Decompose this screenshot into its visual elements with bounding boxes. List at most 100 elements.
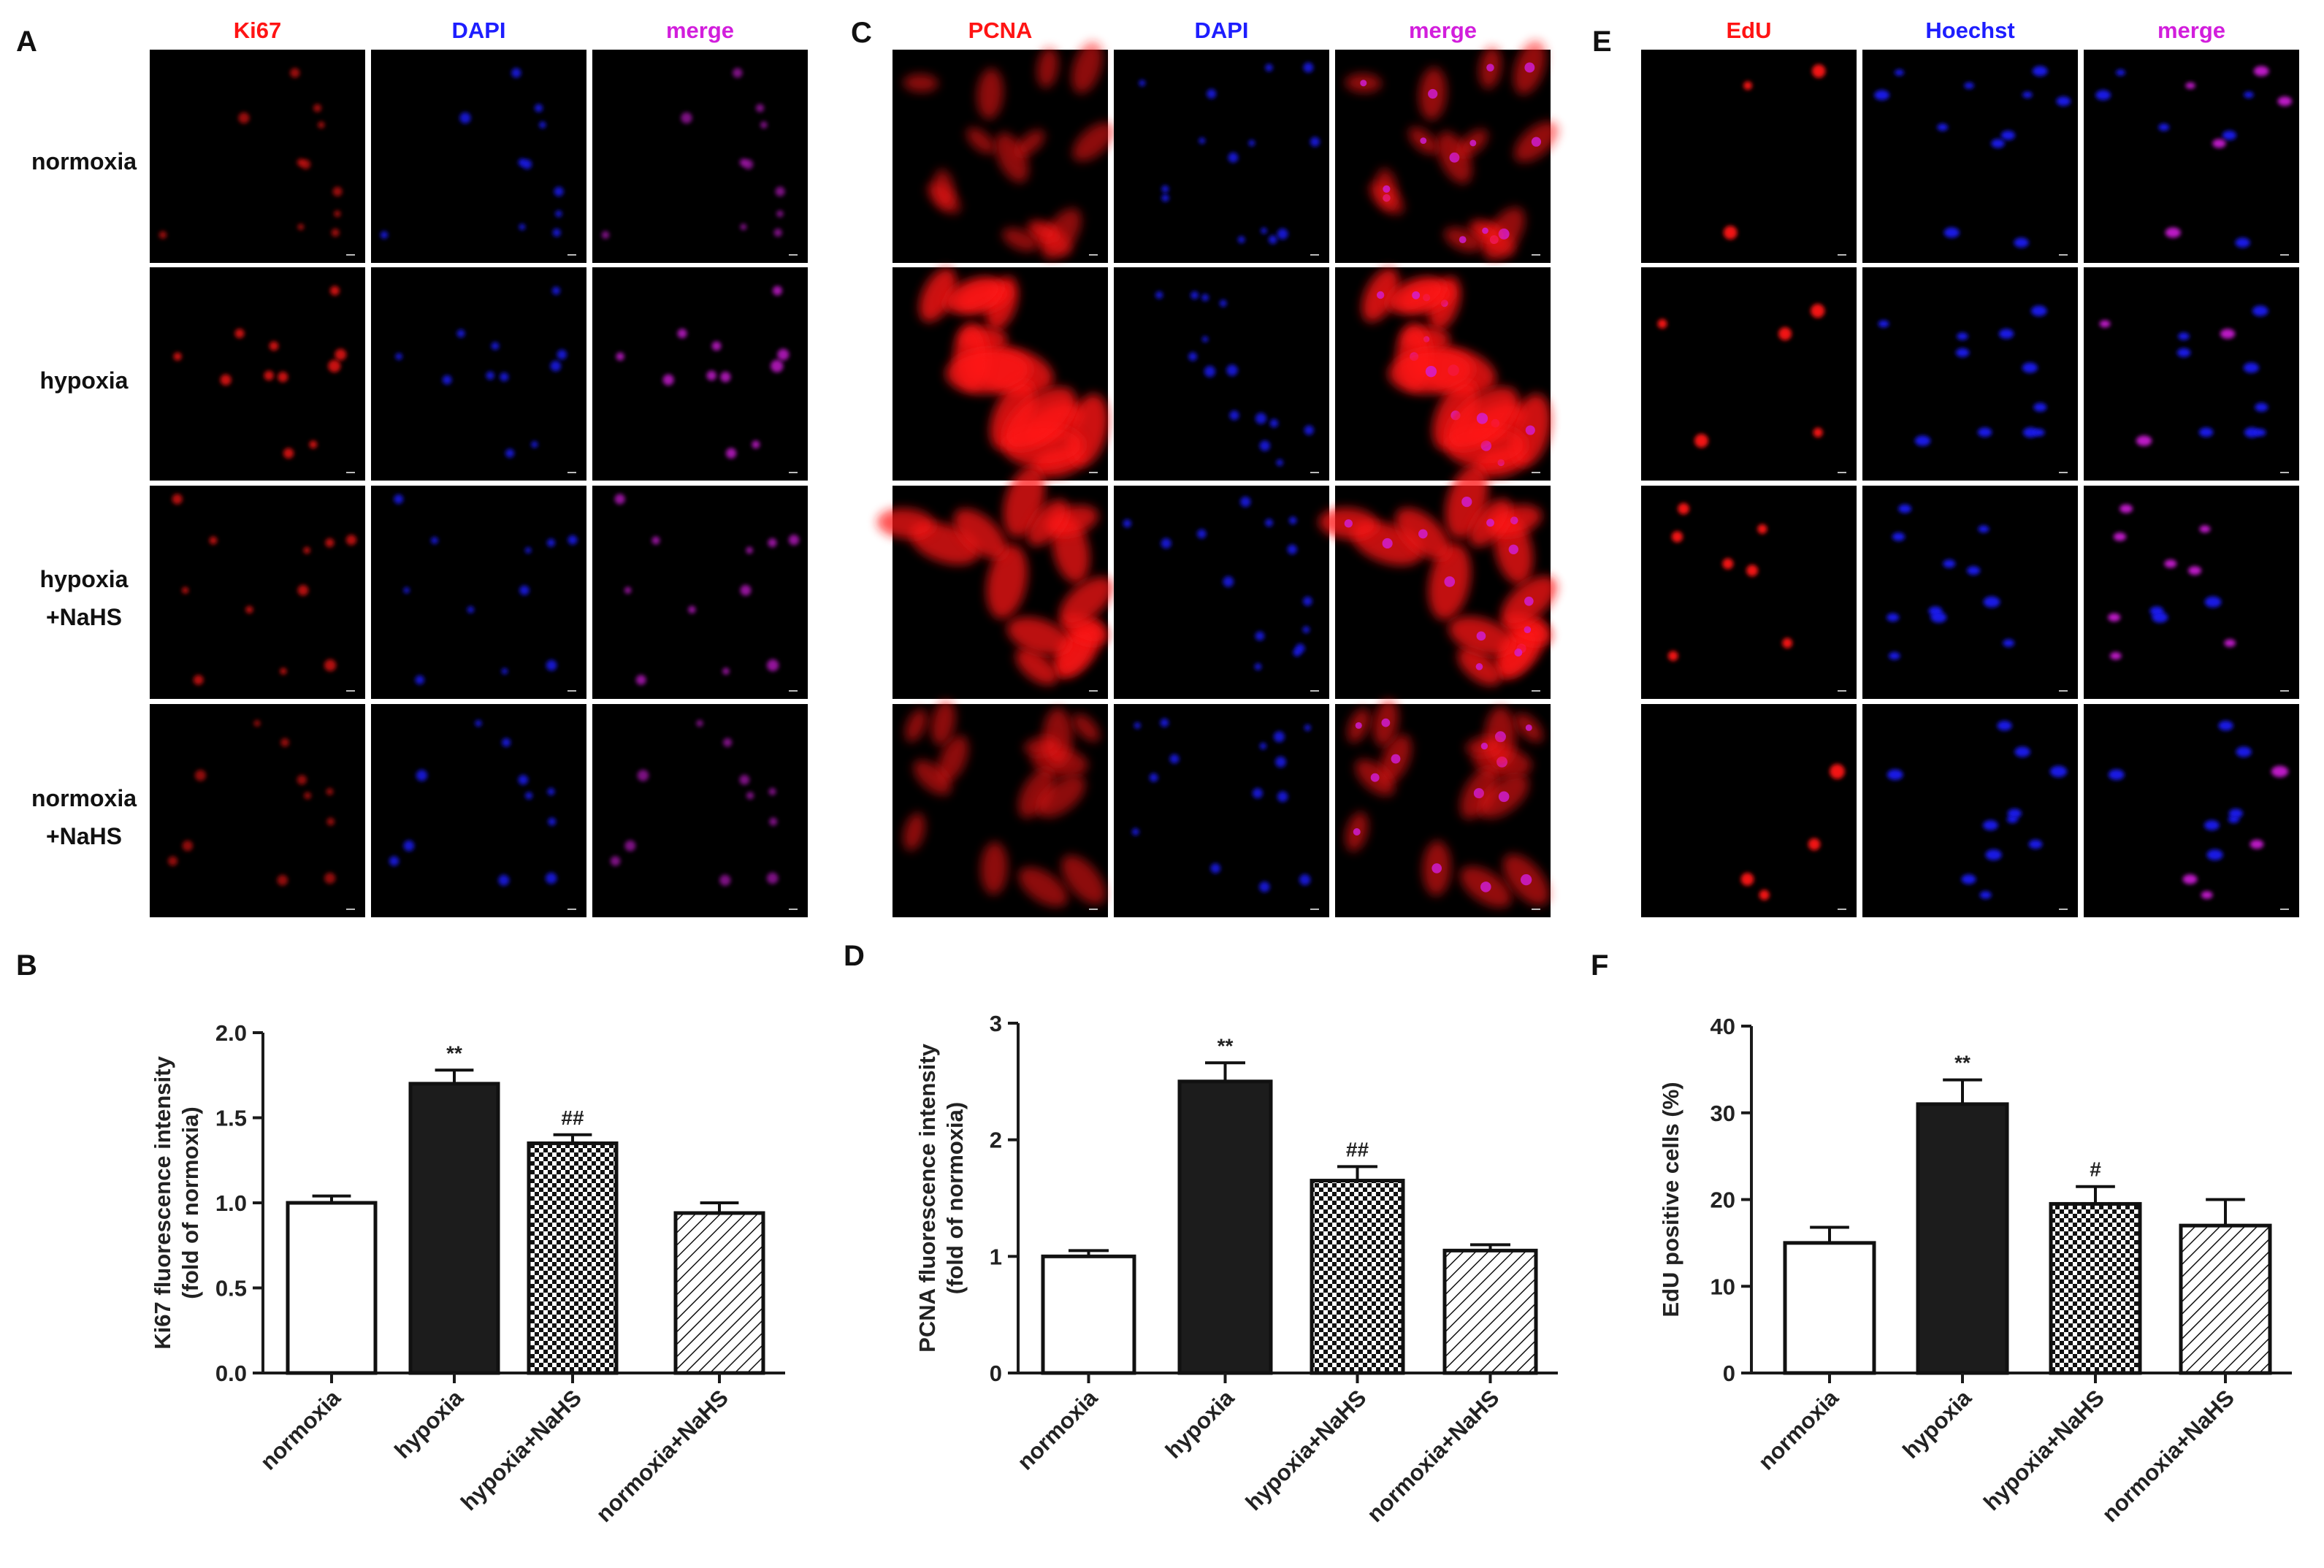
nucleus-signal (1978, 525, 1989, 533)
nucleus-signal (395, 353, 402, 360)
scale-bar (2059, 254, 2068, 256)
nucleus-signal (1303, 62, 1314, 73)
panel-letter-b: B (16, 949, 37, 982)
nucleus-signal (1449, 152, 1460, 163)
nucleus-signal (1255, 631, 1265, 641)
nucleus-signal (2204, 820, 2220, 830)
nucleus-signal (2165, 227, 2181, 238)
nucleus-signal (706, 370, 716, 381)
scale-bar (2059, 472, 2068, 473)
nucleus-signal (475, 719, 482, 727)
scale-bar (1089, 909, 1098, 910)
nucleus-signal (719, 874, 731, 886)
nucleus-signal (1892, 532, 1906, 541)
micro-image-bg (2084, 486, 2299, 699)
nucleus-signal (1190, 291, 1199, 299)
nucleus-signal (278, 372, 288, 383)
nucleus-signal (1155, 291, 1163, 299)
nucleus-signal (1226, 364, 1238, 376)
nucleus-signal (1486, 64, 1494, 72)
category-label: normoxia+NaHS (591, 1385, 733, 1527)
nucleus-signal (1353, 827, 1361, 836)
nucleus-signal (2271, 765, 2289, 778)
micro-image (1318, 465, 1557, 699)
cell-signal (1003, 386, 1077, 451)
micro-group-C: PCNA DAPI merge (876, 18, 1559, 917)
nucleus-signal (502, 738, 511, 747)
y-tick-label: 1 (990, 1244, 1002, 1269)
nucleus-signal (300, 159, 311, 169)
nucleus-signal (1955, 348, 1970, 357)
nucleus-signal (616, 352, 624, 361)
scale-bar (1089, 690, 1098, 692)
y-tick-label: 0 (990, 1361, 1002, 1386)
nucleus-signal (1469, 139, 1477, 147)
micro-image-bg (1114, 486, 1329, 699)
nucleus-signal (2108, 769, 2125, 781)
nucleus-signal (546, 659, 557, 671)
scale-bar (789, 254, 798, 256)
nucleus-signal (1304, 425, 1314, 435)
bar-charts: 0.0 0.5 1.0 1.5 2.0 Ki67 fluorescence intensi… (150, 1011, 2292, 1527)
category-label: normoxia+NaHS (2097, 1385, 2239, 1527)
micro-image (876, 466, 1114, 699)
cell-signal (903, 74, 939, 92)
significance-mark: ** (1954, 1052, 1971, 1074)
scale-bar (1310, 690, 1319, 692)
nucleus-signal (1525, 425, 1535, 435)
cell-signal (1016, 129, 1045, 156)
scale-bar (2059, 909, 2068, 910)
nucleus-signal (335, 348, 347, 361)
nucleus-signal (1480, 742, 1488, 750)
micro-image-bg (2084, 704, 2299, 917)
cell-signal (1018, 867, 1069, 907)
panel-letters: A B C D E F (16, 17, 1612, 982)
nucleus-signal (1514, 649, 1523, 657)
nucleus-signal (740, 584, 752, 596)
nucleus-signal (394, 494, 404, 504)
micro-group-A: Ki67 DAPI merge (150, 18, 808, 917)
nucleus-signal (1967, 566, 1981, 575)
micro-image (592, 267, 808, 481)
nucleus-signal (771, 359, 784, 372)
micro-image (1641, 486, 1857, 699)
nucleus-signal (548, 817, 557, 826)
nucleus-signal (1302, 626, 1310, 633)
scale-bar (1532, 254, 1540, 256)
nucleus-signal (280, 668, 287, 675)
nucleus-signal (1830, 764, 1845, 779)
nucleus-signal (1444, 576, 1456, 587)
nucleus-signal (331, 228, 340, 237)
nucleus-signal (775, 186, 785, 196)
scale-bar (789, 690, 798, 692)
cell-signal (1037, 776, 1085, 818)
micro-group-E: EdU Hoechst merge (1641, 18, 2299, 917)
nucleus-signal (681, 112, 692, 124)
nucleus-signal (403, 840, 415, 852)
micro-image (1862, 50, 2078, 263)
nucleus-signal (769, 817, 778, 826)
nucleus-signal (1269, 418, 1279, 428)
nucleus-signal (328, 359, 341, 372)
nucleus-signal (752, 440, 760, 449)
micro-image (2084, 486, 2299, 699)
nucleus-signal (467, 606, 475, 613)
nucleus-signal (651, 536, 660, 545)
nucleus-signal (511, 68, 521, 78)
nucleus-signal (2255, 402, 2268, 412)
nucleus-signal (1521, 874, 1532, 886)
nucleus-signal (253, 719, 261, 727)
micro-image-bg (592, 50, 808, 263)
cell-signal (1072, 714, 1100, 742)
nucleus-signal (1248, 139, 1255, 147)
nucleus-signal (1254, 663, 1262, 670)
micro-image (371, 704, 586, 917)
nucleus-signal (1979, 891, 1992, 899)
y-tick-label: 10 (1710, 1274, 1735, 1299)
micro-image (150, 704, 365, 917)
nucleus-signal (2244, 91, 2254, 99)
nucleus-signal (2152, 611, 2168, 623)
scale-bar (789, 472, 798, 473)
nucleus-signal (1498, 791, 1510, 803)
nucleus-signal (2244, 427, 2260, 438)
